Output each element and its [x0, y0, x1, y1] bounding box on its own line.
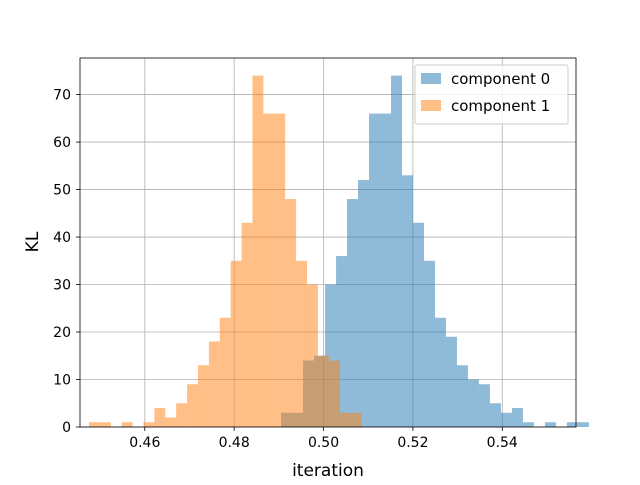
series-component-0 [281, 75, 589, 428]
histogram-bar [456, 365, 468, 427]
y-tick-label: 10 [53, 373, 71, 389]
histogram-bar [88, 422, 100, 427]
histogram-bar [577, 422, 589, 427]
histogram-bar [423, 260, 435, 427]
y-tick-label: 30 [53, 278, 71, 294]
histogram-bar [369, 113, 381, 427]
histogram-bar [522, 422, 534, 427]
histogram-bar [544, 422, 556, 427]
histogram-bar [296, 260, 307, 427]
histogram-bar [336, 256, 348, 427]
histogram-bar [306, 284, 318, 427]
histogram-bar [566, 422, 578, 427]
legend-label-component-0: component 0 [451, 70, 550, 88]
histogram-bar [339, 412, 351, 427]
histogram-bar [445, 336, 457, 427]
histogram-bar [467, 379, 479, 427]
histogram-bar [358, 180, 370, 427]
grid-lines [80, 58, 576, 428]
histogram-bar [489, 403, 501, 427]
histogram-bar [219, 317, 231, 427]
y-axis-label: KL [23, 231, 43, 252]
y-tick-label: 0 [62, 420, 71, 436]
histogram-bar [143, 422, 155, 427]
legend: component 0 component 1 [414, 64, 569, 125]
histogram-bar [350, 412, 362, 427]
histogram-bar [176, 403, 188, 427]
legend-swatch-component-1 [421, 100, 441, 111]
histogram-bar [99, 422, 111, 427]
histogram-bars [88, 75, 589, 428]
histogram-bar [478, 384, 490, 427]
histogram-bar [165, 417, 177, 427]
histogram-bar [154, 408, 166, 427]
x-tick-label: 0.54 [487, 435, 518, 451]
histogram-bar [285, 199, 297, 427]
histogram-bar [347, 199, 359, 427]
y-tick-label: 40 [53, 230, 71, 246]
histogram-bar [121, 422, 133, 427]
y-tick-label: 60 [53, 135, 71, 151]
histogram-bar [511, 408, 523, 427]
x-tick-label: 0.46 [129, 435, 160, 451]
histogram-bar [230, 260, 242, 427]
legend-swatch-component-0 [421, 73, 441, 84]
histogram-bar [208, 341, 220, 427]
plot-frame [79, 57, 577, 428]
histogram-bar [500, 412, 512, 427]
histogram-bar [391, 75, 402, 428]
legend-box [414, 64, 569, 125]
legend-label-component-1: component 1 [451, 97, 550, 115]
histogram-bar [328, 360, 340, 427]
y-tick-label: 20 [53, 325, 71, 341]
histogram-bar [263, 113, 275, 427]
series-component-1 [88, 75, 362, 428]
y-tick-label: 50 [53, 183, 71, 199]
axis-ticks: 0.46 0.48 0.50 0.52 0.54 0 10 20 30 40 50 60 70 [53, 88, 518, 451]
histogram-bar [274, 113, 286, 427]
histogram-bar [412, 222, 424, 427]
histogram-bar [241, 222, 253, 427]
x-tick-label: 0.48 [219, 435, 250, 451]
histogram-bar [401, 175, 413, 427]
histogram-bar [434, 317, 446, 427]
y-tick-label: 70 [53, 88, 71, 104]
histogram-bar [380, 113, 392, 427]
histogram-bar [187, 384, 198, 427]
x-tick-label: 0.50 [308, 435, 339, 451]
x-axis-label: iteration [292, 461, 364, 480]
x-tick-label: 0.52 [397, 435, 428, 451]
histogram-bar [325, 284, 337, 427]
histogram-bar [197, 365, 209, 427]
histogram-bar [317, 355, 329, 427]
histogram-bar [252, 75, 264, 428]
